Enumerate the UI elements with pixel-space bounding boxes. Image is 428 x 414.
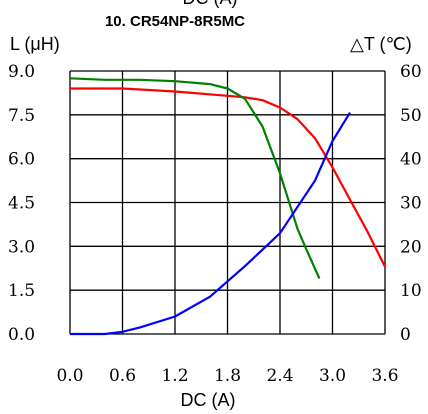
- y-right-tick-label: 50: [400, 106, 422, 126]
- y-left-tick-label: 1.5: [8, 281, 35, 301]
- chart-title: 10. CR54NP-8R5MC: [105, 13, 245, 30]
- y-left-tick-label: 9.0: [8, 62, 35, 82]
- y-right-tick-label: 60: [400, 62, 422, 82]
- x-tick-label: 3.0: [319, 366, 346, 386]
- series-line-2: [69, 77, 321, 279]
- y-left-tick-labels: 0.0 1.5 3.0 4.5 6.0 7.5 9.0: [8, 62, 35, 345]
- x-axis-label: DC (A): [181, 390, 236, 410]
- series-line-1: [70, 87, 386, 268]
- y-right-tick-label: 30: [400, 194, 422, 214]
- x-tick-label: 0.0: [56, 366, 83, 386]
- x-tick-labels: 0.0 0.6 1.2 1.8 2.4 3.0 3.6: [56, 366, 398, 386]
- y-right-tick-label: 0: [400, 325, 411, 345]
- x-tick-label: 3.6: [371, 366, 398, 386]
- y-left-tick-label: 0.0: [8, 325, 35, 345]
- grid-lines: [69, 70, 386, 335]
- x-tick-label: 1.8: [214, 366, 241, 386]
- series-lines: [69, 77, 386, 336]
- series-line-3: [70, 112, 351, 336]
- y-axis-right-label: △T (℃): [350, 34, 412, 54]
- x-tick-label: 1.2: [161, 366, 188, 386]
- x-tick-label: 0.6: [109, 366, 136, 386]
- y-left-tick-label: 6.0: [8, 150, 35, 170]
- y-left-tick-label: 3.0: [8, 237, 35, 257]
- y-right-tick-labels: 0 10 20 30 40 50 60: [400, 62, 422, 345]
- y-right-tick-label: 20: [400, 237, 422, 257]
- y-right-tick-label: 40: [400, 150, 422, 170]
- x-tick-label: 2.4: [266, 366, 293, 386]
- y-right-tick-label: 10: [400, 281, 422, 301]
- y-left-tick-label: 7.5: [8, 106, 35, 126]
- top-cut-label: DC (A): [183, 0, 238, 8]
- y-left-tick-label: 4.5: [8, 194, 35, 214]
- y-axis-left-label: L (μH): [10, 34, 60, 54]
